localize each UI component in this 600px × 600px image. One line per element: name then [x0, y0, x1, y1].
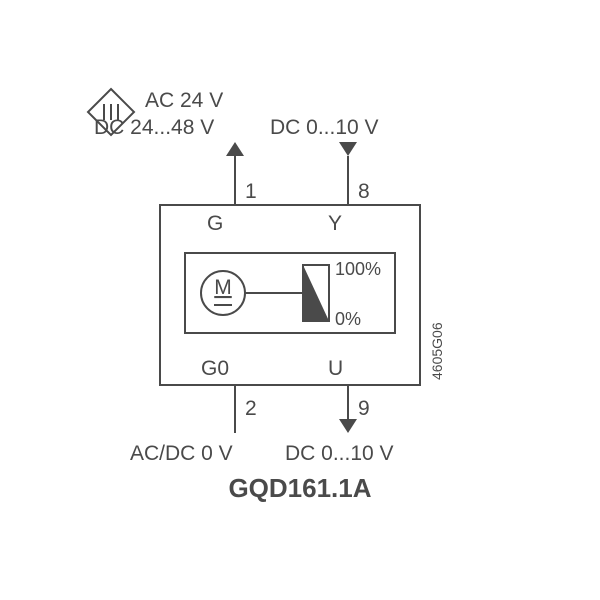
label-dc-signal-out: DC 0...10 V [285, 442, 394, 465]
label-ac: AC 24 V [145, 89, 223, 112]
terminal-9-number: 9 [358, 397, 370, 420]
model-title: GQD161.1A [228, 473, 371, 503]
terminal-u-label: U [328, 357, 343, 380]
label-dc-power: DC 24...48 V [94, 116, 214, 139]
terminal-1-number: 1 [245, 180, 257, 203]
label-gnd: AC/DC 0 V [130, 442, 233, 465]
terminal-g0-label: G0 [201, 357, 229, 380]
drawing-code: 4605G06 [429, 322, 445, 380]
motor-label: M [214, 276, 232, 299]
terminal-2-number: 2 [245, 397, 257, 420]
terminal-8-number: 8 [358, 180, 370, 203]
actuator-box [160, 205, 420, 385]
terminal-y-label: Y [328, 212, 342, 235]
scale-0: 0% [335, 309, 361, 329]
terminal-g-label: G [207, 212, 223, 235]
label-dc-signal-in: DC 0...10 V [270, 116, 379, 139]
scale-100: 100% [335, 259, 381, 279]
